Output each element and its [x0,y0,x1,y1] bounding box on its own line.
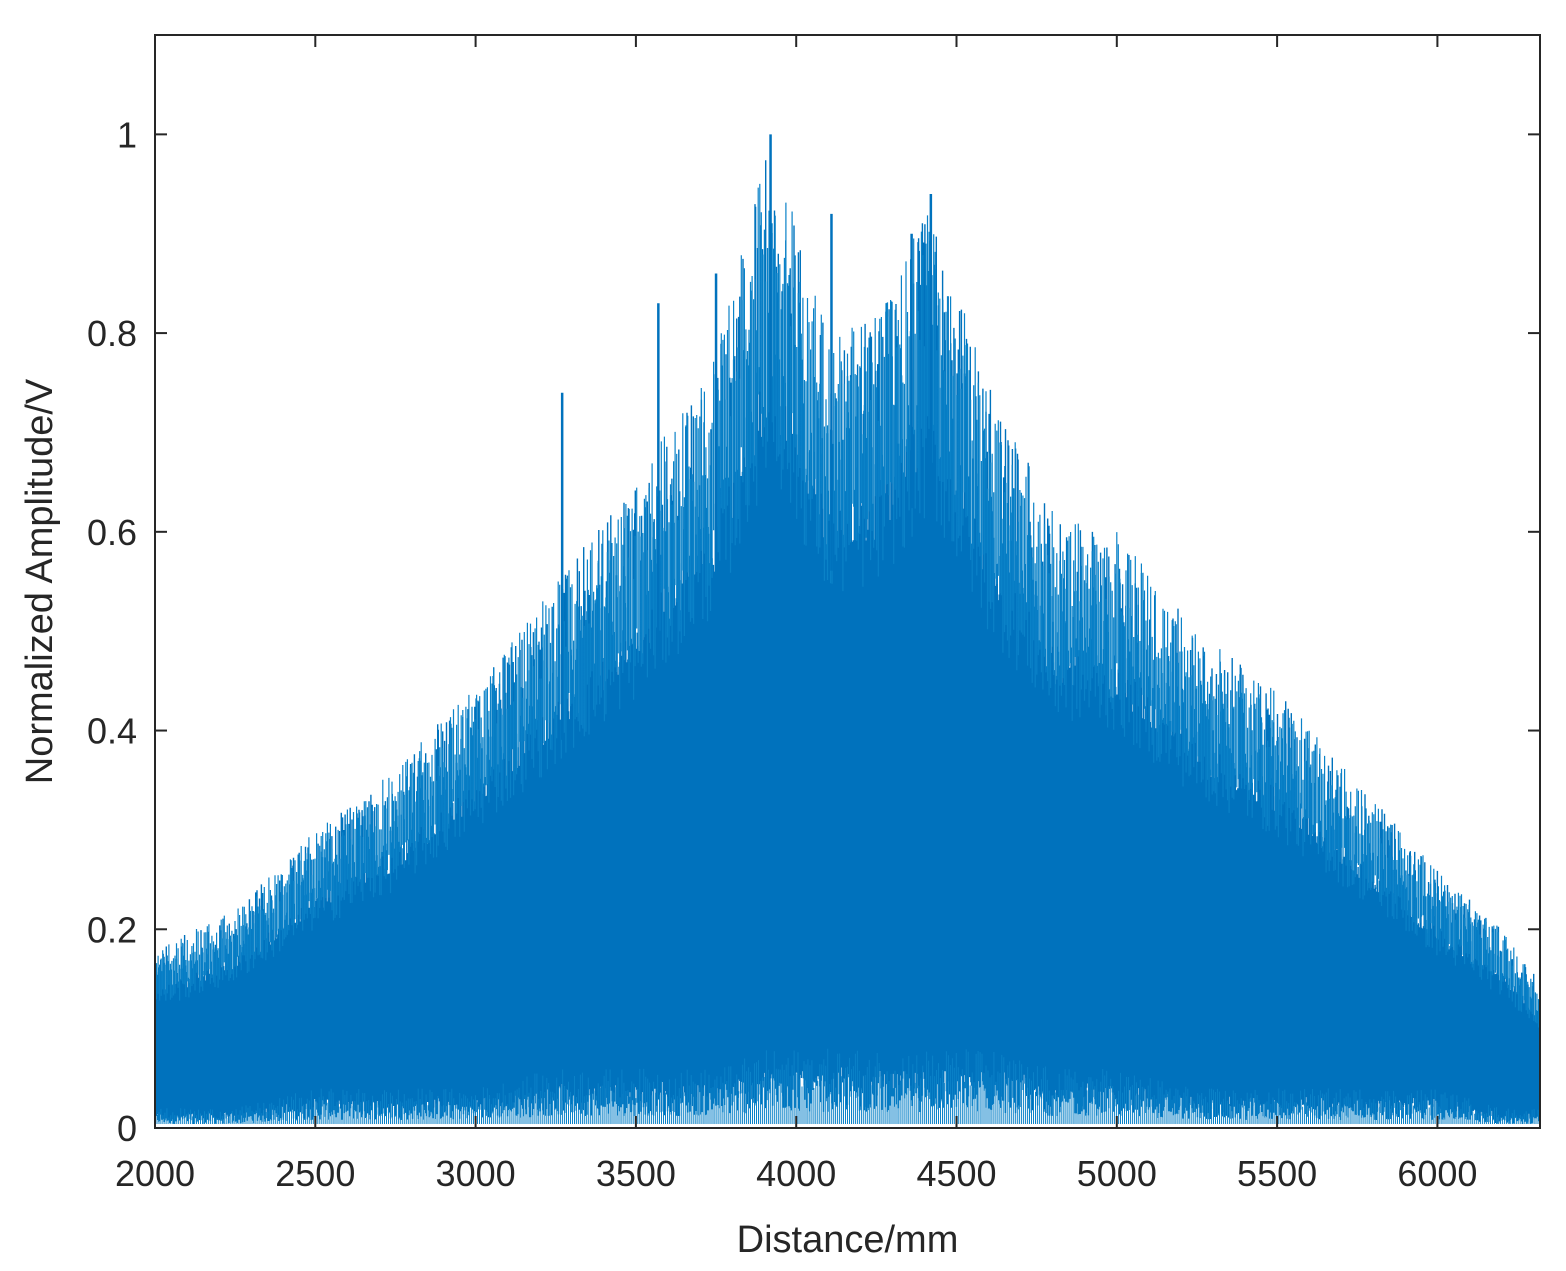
y-tick-label: 0.2 [87,909,137,950]
ticks-layer: 2000 2500 3000 3500 4000 4500 5000 5500 6000 0 0.2… [87,35,1540,1194]
x-tick-label: 3000 [436,1153,516,1194]
x-tick-label: 4500 [916,1153,996,1194]
x-tick-label: 6000 [1397,1153,1477,1194]
y-tick-label: 0.8 [87,313,137,354]
signal-trace [154,160,1541,1124]
y-tick-label: 1 [117,114,137,155]
y-tick-label: 0 [117,1108,137,1149]
plot-frame [154,34,1541,1129]
x-tick-label: 2000 [115,1153,195,1194]
x-tick-label: 5000 [1077,1153,1157,1194]
x-tick-label: 5500 [1237,1153,1317,1194]
y-tick-label: 0.4 [87,711,137,752]
x-axis-label: Distance/mm [737,1219,959,1261]
x-tick-label: 4000 [756,1153,836,1194]
x-tick-label: 2500 [275,1153,355,1194]
x-tick-label: 3500 [596,1153,676,1194]
y-axis-label: Normalized Amplitude/V [19,378,61,784]
y-tick-label: 0.6 [87,512,137,553]
signal-layer [154,134,1541,1124]
